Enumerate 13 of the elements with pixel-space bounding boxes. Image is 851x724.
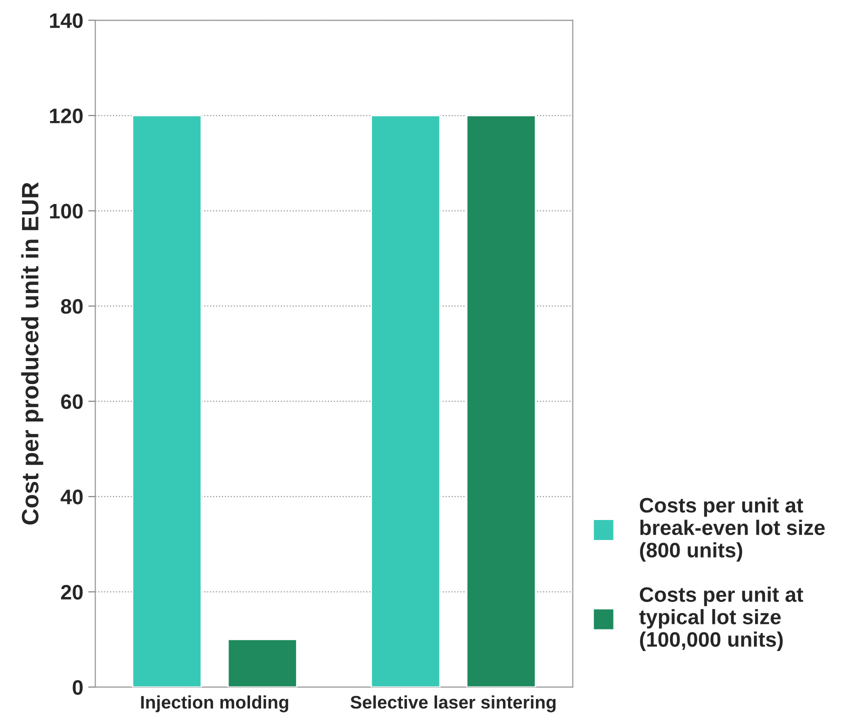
y-tick-label: 80 [60, 299, 83, 314]
y-tick-label: 0 [72, 680, 83, 695]
y-tick-label: 40 [60, 490, 83, 504]
x-tick-label: Injection molding [141, 695, 288, 712]
y-tick-label: 100 [50, 204, 83, 219]
y-tick-label: 120 [50, 108, 83, 124]
y-tick-label: 60 [61, 394, 83, 410]
y-axis-title: Cost per produced unit in EUR [21, 182, 44, 525]
y-tick-label: 20 [61, 584, 83, 600]
x-tick-label: Selective laser sintering [350, 695, 556, 712]
y-tick-label: 140 [50, 13, 83, 28]
legend-label: Costs per unit at typical lot size (100,000 units) [639, 586, 804, 651]
legend-label: Costs per unit at break-even lot size (800 units) [640, 497, 825, 562]
